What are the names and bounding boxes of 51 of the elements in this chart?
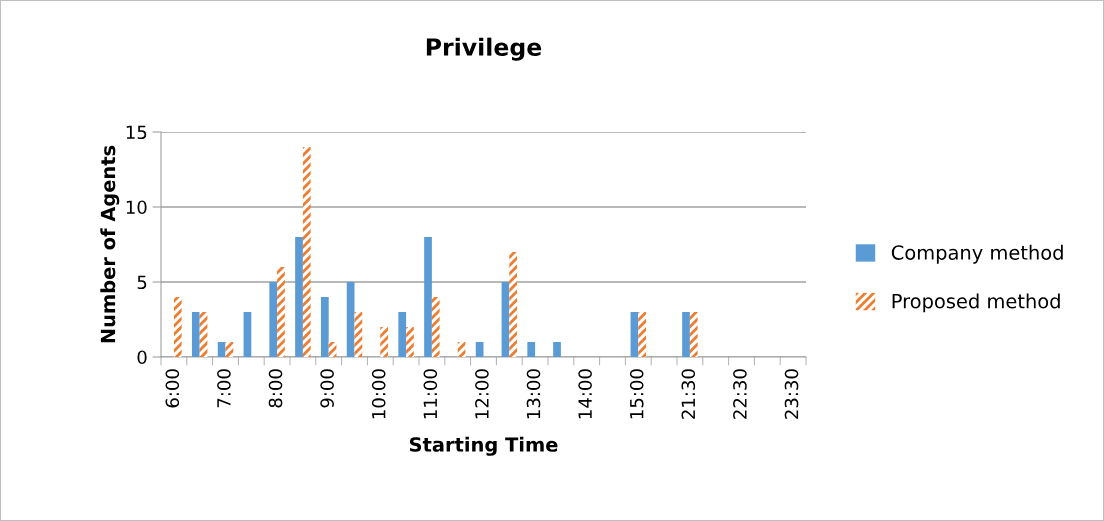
x-tick-label: 12:00: [475, 369, 489, 419]
bar: [424, 237, 432, 357]
bar: [243, 312, 252, 357]
y-tick-label: 0: [137, 350, 147, 365]
x-tick-label: 21:30: [681, 369, 696, 419]
x-tick-label: 7:00: [217, 369, 231, 408]
bar: [630, 312, 639, 357]
bar: [225, 342, 234, 357]
bar: [501, 282, 510, 357]
x-tick-label: 22:30: [733, 369, 747, 419]
bar: [269, 282, 278, 357]
bar: [457, 342, 466, 357]
bar: [295, 237, 303, 357]
bar: [354, 312, 363, 357]
bar: [431, 297, 440, 357]
bar: [527, 342, 536, 357]
bar: [199, 312, 208, 357]
y-axis-title: Number of Agents: [100, 145, 120, 343]
bar: [320, 297, 329, 357]
bar: [191, 312, 200, 357]
y-tick-label: 5: [137, 275, 147, 290]
bar: [173, 297, 182, 357]
legend-label: Company method: [891, 244, 1063, 264]
bar: [217, 342, 226, 357]
bar: [689, 312, 698, 357]
bar: [346, 282, 355, 357]
x-tick-label: 8:00: [268, 369, 283, 408]
bar: [638, 312, 647, 357]
x-tick-label: 9:00: [320, 369, 334, 408]
x-tick-label: 15:00: [629, 369, 644, 419]
x-tick-label: 14:00: [578, 369, 592, 419]
chart-title: Privilege: [426, 37, 542, 61]
bar: [509, 252, 518, 357]
bar: [302, 147, 311, 357]
x-tick-label: 6:00: [165, 369, 180, 408]
x-tick-label: 13:00: [526, 369, 541, 419]
x-tick-label: 23:30: [784, 369, 799, 419]
y-tick-label: 10: [126, 200, 147, 215]
y-tick-label: 15: [126, 125, 147, 140]
bar: [406, 327, 414, 357]
x-tick-label: 11:00: [423, 369, 438, 419]
bar: [398, 312, 407, 357]
legend-label: Proposed method: [892, 293, 1060, 313]
bar: [380, 327, 389, 357]
x-axis-title: Starting Time: [409, 436, 558, 456]
x-tick-label: 10:00: [371, 369, 386, 419]
bar: [277, 267, 285, 357]
bar: [475, 342, 484, 357]
bar: [328, 342, 337, 357]
bar: [553, 342, 561, 357]
bar: [682, 312, 690, 357]
